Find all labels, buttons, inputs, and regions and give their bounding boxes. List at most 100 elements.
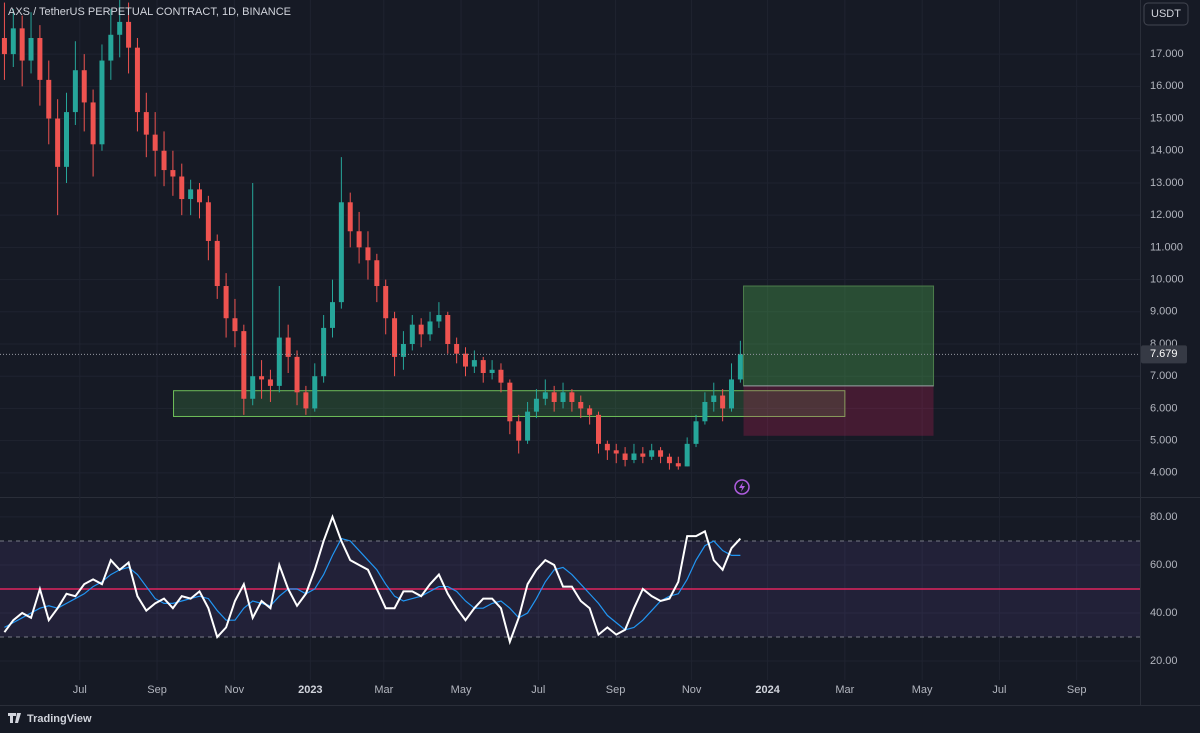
y-tick-label: 4.000 — [1150, 467, 1178, 479]
y-tick-label: 15.000 — [1150, 112, 1184, 124]
y-tick-label: 9.000 — [1150, 306, 1178, 318]
grid — [0, 0, 1140, 680]
candle-body — [445, 315, 451, 345]
candle-body — [214, 240, 220, 287]
candle-body — [400, 344, 406, 357]
candle-body — [392, 318, 398, 357]
x-tick-label: 2024 — [755, 684, 780, 696]
currency-label[interactable]: USDT — [1151, 8, 1181, 20]
candle-body — [241, 331, 247, 399]
candle-body — [427, 321, 433, 335]
candle-body — [471, 360, 477, 367]
y-tick-label: 13.000 — [1150, 177, 1184, 189]
candle-body — [64, 112, 69, 167]
candle-body — [1, 38, 7, 55]
candle-body — [356, 231, 362, 248]
candle-body — [560, 392, 566, 402]
x-tick-label: Jul — [73, 684, 87, 696]
candle-body — [179, 176, 185, 200]
x-tick-label: Sep — [147, 684, 167, 696]
y-tick-label: 7.000 — [1150, 370, 1178, 382]
y-tick-label: 40.00 — [1150, 607, 1178, 619]
alert-icon[interactable] — [734, 479, 750, 495]
x-tick-label: Mar — [374, 684, 393, 696]
candle-body — [347, 202, 353, 232]
candle-body — [489, 369, 495, 373]
logo-mark[interactable] — [8, 713, 21, 723]
chart-title: AXS / TetherUS PERPETUAL CONTRACT, 1D, B… — [8, 6, 291, 18]
loss-zone — [743, 385, 934, 436]
candle-body — [276, 337, 282, 386]
last-price-label: 7.679 — [1150, 348, 1178, 360]
last-price-box — [1141, 345, 1187, 364]
candle-body — [303, 392, 309, 409]
candle-body — [90, 102, 96, 145]
currency-button[interactable] — [1143, 2, 1189, 26]
rsi-line — [3, 514, 742, 646]
x-tick-label: Sep — [1067, 684, 1087, 696]
candle-body — [19, 28, 25, 61]
logo-text[interactable]: TradingView — [27, 713, 92, 725]
candle-body — [312, 376, 318, 409]
candle-body — [383, 286, 389, 319]
x-tick-label: May — [912, 684, 933, 696]
axes: Jul Sep Nov 2023 Mar May Jul Sep Nov 2024 Mar May Ju… — [73, 48, 1187, 696]
x-tick-label: Sep — [606, 684, 626, 696]
x-tick-label: Nov — [225, 684, 245, 696]
candle-body — [720, 395, 726, 409]
candle-body — [338, 202, 344, 303]
candle-body — [134, 47, 140, 113]
candle-body — [729, 379, 734, 409]
y-tick-label: 80.00 — [1150, 511, 1178, 523]
candle-body — [436, 315, 442, 322]
y-tick-label: 5.000 — [1150, 435, 1178, 447]
candle-body — [152, 134, 158, 151]
candle-body — [507, 382, 513, 422]
candle-body — [117, 21, 123, 35]
candle-body — [604, 443, 610, 451]
alert-bolt[interactable] — [739, 482, 745, 492]
candle-body — [374, 260, 380, 287]
candle-body — [250, 376, 256, 399]
candle-body — [737, 354, 743, 380]
candle-body — [702, 401, 708, 422]
x-tick-label: May — [451, 684, 472, 696]
candle-body — [126, 21, 132, 48]
candle-body — [622, 453, 628, 460]
candle-body — [463, 353, 468, 367]
candle-body — [542, 392, 548, 399]
candle-body — [498, 369, 504, 383]
candle-body — [693, 421, 699, 444]
candle-body — [81, 70, 87, 103]
x-tick-label: Mar — [835, 684, 854, 696]
candle-body — [28, 38, 34, 61]
y-tick-label: 16.000 — [1150, 80, 1184, 92]
candle-body — [480, 360, 486, 373]
candle-body — [55, 118, 61, 167]
plot — [0, 0, 1140, 646]
candle-body — [197, 189, 202, 203]
y-tick-label: 12.000 — [1150, 209, 1184, 221]
rsi-line — [4, 537, 741, 631]
candle-body — [232, 318, 238, 332]
candle-body — [99, 60, 105, 145]
x-tick-label: Nov — [682, 684, 702, 696]
y-tick-label: 14.000 — [1150, 145, 1184, 157]
candle-body — [330, 302, 335, 328]
candle-body — [267, 379, 273, 386]
candle-body — [321, 327, 327, 377]
candle-body — [613, 450, 619, 454]
candle-body — [365, 247, 371, 261]
candle-body — [37, 38, 43, 80]
candle-body — [533, 398, 539, 412]
candle-body — [684, 443, 690, 467]
y-tick-label: 20.00 — [1150, 655, 1178, 667]
candle-body — [72, 70, 78, 113]
alert-circle[interactable] — [734, 479, 750, 495]
logo[interactable]: TradingView — [8, 713, 92, 725]
candle-body — [551, 392, 557, 402]
candle-body — [205, 202, 211, 241]
